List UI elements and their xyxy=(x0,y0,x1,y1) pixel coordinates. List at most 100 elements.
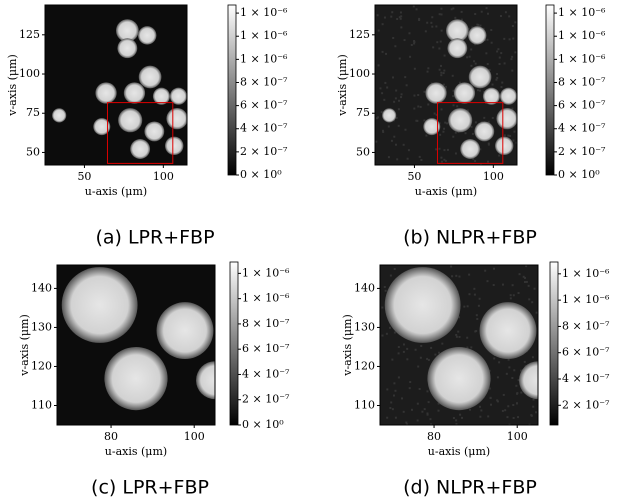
noise xyxy=(479,406,481,408)
noise xyxy=(490,397,492,399)
noise xyxy=(385,53,387,55)
noise xyxy=(508,15,510,17)
panel: 80100110120130140u-axis (μm)v-axis (μm)0… xyxy=(18,262,290,499)
noise xyxy=(435,25,437,27)
noise xyxy=(487,13,489,15)
noise xyxy=(470,346,472,348)
noise xyxy=(484,270,486,272)
noise xyxy=(426,22,428,24)
image xyxy=(380,265,557,427)
noise xyxy=(524,281,526,283)
colorbar-tick-label: 2 × 10⁻⁷ xyxy=(242,393,290,406)
noise xyxy=(443,72,445,74)
noise xyxy=(395,97,397,99)
noise xyxy=(506,416,508,418)
noise xyxy=(378,30,380,32)
noise xyxy=(426,358,428,360)
noise xyxy=(487,39,489,41)
noise xyxy=(409,381,411,383)
noise xyxy=(457,331,459,333)
noise xyxy=(389,407,391,409)
noise xyxy=(459,414,461,416)
noise xyxy=(493,284,495,286)
noise xyxy=(520,392,522,394)
noise xyxy=(400,26,402,28)
noise xyxy=(440,65,442,67)
noise xyxy=(418,18,420,20)
noise xyxy=(511,377,513,379)
particle xyxy=(157,302,214,359)
noise xyxy=(446,122,448,124)
particle xyxy=(382,108,396,122)
noise xyxy=(491,42,493,44)
noise xyxy=(394,45,396,47)
noise xyxy=(383,99,385,101)
noise xyxy=(417,419,419,421)
noise xyxy=(451,275,453,277)
noise xyxy=(386,86,388,88)
noise xyxy=(479,90,481,92)
noise xyxy=(406,358,408,360)
noise xyxy=(398,352,400,354)
noise xyxy=(430,22,432,24)
noise xyxy=(469,293,471,295)
noise xyxy=(401,397,403,399)
noise xyxy=(424,408,426,410)
noise xyxy=(427,103,429,105)
noise xyxy=(536,312,538,314)
image xyxy=(45,5,188,165)
noise xyxy=(492,117,494,119)
noise xyxy=(510,297,512,299)
noise xyxy=(514,51,516,53)
y-tick-label: 110 xyxy=(31,398,52,411)
noise xyxy=(381,111,383,113)
x-tick-label: 100 xyxy=(507,430,528,443)
colorbar xyxy=(546,5,554,175)
particle xyxy=(165,137,183,155)
colorbar-tick-label: 2 × 10⁻⁷ xyxy=(240,145,288,158)
noise xyxy=(487,161,489,163)
noise xyxy=(398,100,400,102)
y-tick-label: 100 xyxy=(19,67,40,80)
noise xyxy=(381,335,383,337)
noise xyxy=(466,56,468,58)
colorbar-tick-label: 4 × 10⁻⁷ xyxy=(562,372,610,385)
noise xyxy=(500,86,502,88)
noise xyxy=(479,298,481,300)
colorbar-tick-label: 6 × 10⁻⁷ xyxy=(558,99,606,112)
noise xyxy=(391,359,393,361)
noise xyxy=(473,60,475,62)
noise xyxy=(408,32,410,34)
noise xyxy=(441,161,443,163)
noise xyxy=(384,82,386,84)
particle xyxy=(495,137,513,155)
noise xyxy=(450,266,452,268)
noise xyxy=(455,152,457,154)
noise xyxy=(384,286,386,288)
noise xyxy=(485,52,487,54)
noise xyxy=(413,41,415,43)
noise xyxy=(497,376,499,378)
noise xyxy=(384,17,386,19)
noise xyxy=(444,122,446,124)
noise xyxy=(467,305,469,307)
noise xyxy=(499,63,501,65)
noise xyxy=(393,382,395,384)
noise xyxy=(470,65,472,67)
noise xyxy=(394,390,396,392)
noise xyxy=(474,13,476,15)
y-tick-label: 125 xyxy=(19,28,40,41)
y-tick-label: 140 xyxy=(31,281,52,294)
noise xyxy=(516,402,518,404)
noise xyxy=(469,409,471,411)
noise xyxy=(447,149,449,151)
particle xyxy=(425,82,446,103)
image xyxy=(375,5,518,166)
noise xyxy=(420,345,422,347)
x-axis-label: u-axis (μm) xyxy=(428,445,490,458)
panel: 501005075100125u-axis (μm)v-axis (μm)0 ×… xyxy=(336,5,606,249)
noise xyxy=(469,56,471,58)
noise xyxy=(391,140,393,142)
noise xyxy=(392,76,394,78)
noise xyxy=(377,116,379,118)
